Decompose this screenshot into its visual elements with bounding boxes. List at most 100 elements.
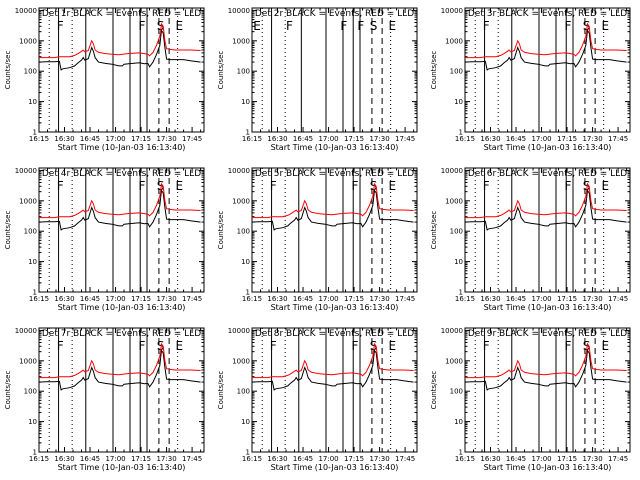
x-tick-label: 17:30 <box>156 295 176 303</box>
lld-series-line <box>252 342 414 379</box>
panel-2: Det 2r BLACK = Events, RED = LLD 1 10 100 10… <box>217 7 418 152</box>
events-series-line <box>38 348 201 391</box>
panel-3: Det 3r BLACK = Events, RED = LLD 1 10 100 10… <box>430 7 631 152</box>
plot-frame <box>464 167 631 293</box>
lld-series-line <box>39 182 201 219</box>
interval-marker-e: E <box>176 179 184 193</box>
x-tick-label: 16:15 <box>242 455 262 463</box>
plot-frame <box>38 7 205 133</box>
x-tick-label: 17:15 <box>557 135 577 143</box>
x-tick-label: 16:30 <box>480 295 500 303</box>
x-tick-label: 17:00 <box>531 135 551 143</box>
interval-marker-s: S <box>370 339 378 353</box>
panel-title: Det 4r BLACK = Events, RED = LLD <box>42 169 201 179</box>
interval-marker-f: F <box>357 19 364 33</box>
x-axis-label: Start Time (10-Jan-03 16:13:40) <box>58 463 186 472</box>
lld-series-line <box>252 182 414 219</box>
panel-title: Det 3r BLACK = Events, RED = LLD <box>468 9 627 19</box>
events-series-line <box>464 348 627 391</box>
x-axis-label: Start Time (10-Jan-03 16:13:40) <box>58 143 186 152</box>
panel-title: Det 6r BLACK = Events, RED = LLD <box>468 169 627 179</box>
x-tick-label: 16:15 <box>29 295 49 303</box>
lld-series-line <box>465 342 627 379</box>
y-tick-label: 100 <box>237 68 250 76</box>
x-tick-label: 17:00 <box>531 295 551 303</box>
y-tick-label: 1000 <box>19 37 37 45</box>
y-tick-label: 100 <box>450 228 463 236</box>
interval-marker-f: F <box>564 19 571 33</box>
interval-marker-f: F <box>57 19 64 33</box>
y-tick-label: 10 <box>454 418 463 426</box>
interval-marker-s: S <box>157 19 165 33</box>
interval-marker-e: E <box>602 19 610 33</box>
interval-marker-s: S <box>583 19 591 33</box>
interval-marker-s: S <box>370 179 378 193</box>
interval-marker-f: F <box>483 19 490 33</box>
plot-frame <box>464 7 631 133</box>
interval-marker-f: F <box>564 339 571 353</box>
interval-marker-s: S <box>583 339 591 353</box>
interval-marker-f: F <box>340 19 347 33</box>
x-tick-label: 16:45 <box>80 295 100 303</box>
x-tick-label: 17:15 <box>131 135 151 143</box>
y-tick-label: 10 <box>454 258 463 266</box>
panel-title: Det 5r BLACK = Events, RED = LLD <box>255 169 414 179</box>
y-tick-label: 10000 <box>15 327 37 335</box>
events-series-line <box>38 28 201 71</box>
y-tick-label: 1 <box>33 449 37 457</box>
x-tick-label: 16:15 <box>29 455 49 463</box>
x-tick-label: 17:15 <box>131 455 151 463</box>
lld-series-line <box>39 22 201 59</box>
x-tick-label: 17:15 <box>557 455 577 463</box>
x-tick-label: 17:45 <box>608 295 628 303</box>
x-tick-label: 17:00 <box>105 455 125 463</box>
y-tick-label: 10000 <box>441 167 463 175</box>
x-tick-label: 17:45 <box>182 455 202 463</box>
interval-marker-s: S <box>157 339 165 353</box>
y-tick-label: 10000 <box>441 327 463 335</box>
y-axis-label: Counts/sec <box>430 51 438 90</box>
interval-marker-e: E <box>389 339 397 353</box>
y-tick-label: 100 <box>450 388 463 396</box>
x-tick-label: 17:00 <box>105 295 125 303</box>
x-tick-label: 16:30 <box>54 455 74 463</box>
x-tick-label: 16:45 <box>506 295 526 303</box>
y-axis-label: Counts/sec <box>4 371 12 410</box>
panel-title: Det 8r BLACK = Events, RED = LLD <box>255 329 414 339</box>
interval-marker-f: F <box>270 179 277 193</box>
x-tick-label: 16:45 <box>506 455 526 463</box>
interval-marker-s: S <box>583 179 591 193</box>
plot-frame <box>464 327 631 453</box>
panel-7: Det 7r BLACK = Events, RED = LLD 1 10 100 10… <box>4 327 205 472</box>
y-tick-label: 10000 <box>228 7 250 15</box>
panel-title: Det 9r BLACK = Events, RED = LLD <box>468 329 627 339</box>
panel-title: Det 1r BLACK = Events, RED = LLD <box>42 9 201 19</box>
y-axis-label: Counts/sec <box>4 51 12 90</box>
interval-marker-f: F <box>351 339 358 353</box>
plot-frame <box>251 167 418 293</box>
y-tick-label: 1000 <box>232 357 250 365</box>
x-tick-label: 16:30 <box>267 135 287 143</box>
interval-marker-f: F <box>286 19 293 33</box>
interval-marker-f: F <box>57 339 64 353</box>
x-tick-label: 17:15 <box>344 455 364 463</box>
x-tick-label: 17:00 <box>531 455 551 463</box>
x-tick-label: 16:15 <box>455 135 475 143</box>
y-tick-label: 1 <box>459 129 463 137</box>
interval-marker-f: F <box>351 179 358 193</box>
y-tick-label: 10 <box>241 418 250 426</box>
interval-marker-e: E <box>176 19 184 33</box>
x-tick-label: 16:30 <box>54 295 74 303</box>
y-tick-label: 100 <box>24 388 37 396</box>
x-tick-label: 16:30 <box>480 135 500 143</box>
x-axis-label: Start Time (10-Jan-03 16:13:40) <box>58 303 186 312</box>
panel-9: Det 9r BLACK = Events, RED = LLD 1 10 100 10… <box>430 327 631 472</box>
y-tick-label: 1 <box>33 129 37 137</box>
x-tick-label: 17:30 <box>582 135 602 143</box>
x-tick-label: 16:45 <box>293 295 313 303</box>
x-axis-label: Start Time (10-Jan-03 16:13:40) <box>484 463 612 472</box>
y-tick-label: 10000 <box>228 167 250 175</box>
y-tick-label: 1000 <box>445 37 463 45</box>
x-axis-label: Start Time (10-Jan-03 16:13:40) <box>271 303 399 312</box>
